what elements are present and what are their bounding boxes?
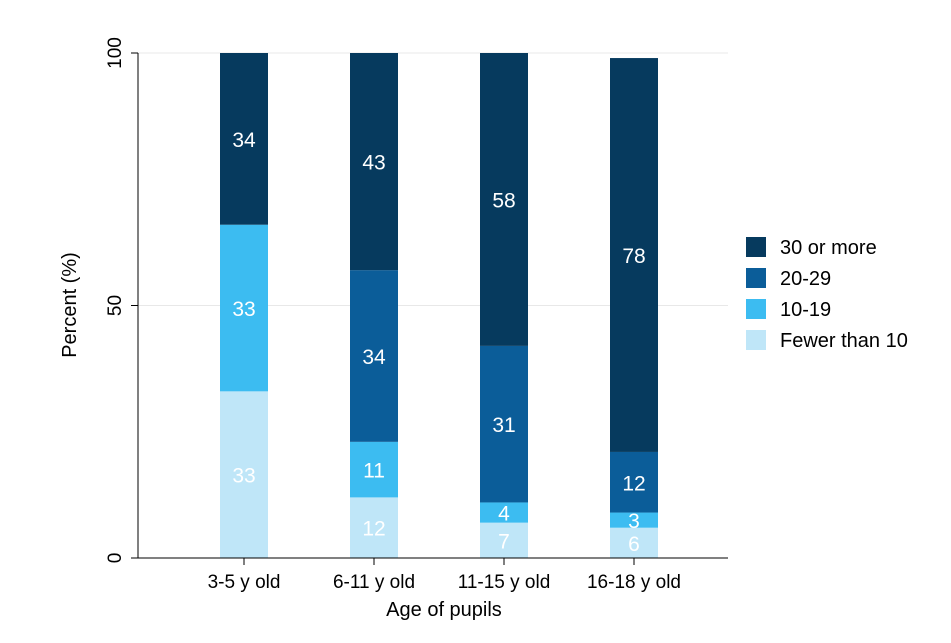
legend-swatch: [746, 268, 766, 288]
y-tick-label: 100: [105, 37, 126, 69]
data-label: 12: [362, 518, 385, 541]
data-label: 34: [362, 346, 386, 369]
legend-label: 20-29: [780, 268, 831, 290]
bar-segment: [610, 512, 658, 528]
bar-segment: [610, 527, 658, 558]
legend-label: 30 or more: [780, 237, 877, 259]
data-label: 3: [628, 510, 640, 533]
data-label: 78: [622, 245, 645, 268]
x-axis-title: Age of pupils: [386, 599, 502, 621]
legend-swatch: [746, 330, 766, 350]
bar-segment: [350, 53, 398, 271]
data-label: 34: [232, 129, 256, 152]
legend-swatch: [746, 299, 766, 319]
x-tick-label: 16-18 y old: [587, 572, 681, 593]
bar-segment: [220, 391, 268, 558]
bar-segment: [480, 53, 528, 346]
bar-segment: [610, 451, 658, 513]
data-label: 33: [232, 298, 255, 321]
y-axis-title: Percent (%): [59, 252, 81, 358]
bar-segment: [220, 224, 268, 392]
x-tick-label: 11-15 y old: [458, 572, 551, 593]
bar-segment: [480, 502, 528, 523]
x-tick-label: 6-11 y old: [333, 572, 415, 593]
data-label: 58: [492, 189, 515, 212]
bars: [220, 53, 658, 558]
data-labels: 33 33 34 12 11 34 43 7 4 31 58 63 12 78: [232, 129, 645, 556]
data-label: 6: [628, 533, 640, 556]
bar-segment: [350, 270, 398, 442]
bar-segment: [610, 58, 658, 452]
bar-segment: [350, 497, 398, 558]
data-label: 7: [498, 530, 510, 553]
y-tick-label: 50: [105, 295, 126, 316]
data-label: 31: [492, 414, 515, 437]
y-tick-label: 0: [105, 553, 126, 564]
bar-segment: [480, 522, 528, 558]
bar-segment: [350, 441, 398, 498]
legend: 30 or more 20-29 10-19 Fewer than 10: [746, 237, 908, 352]
bar-segment: [480, 345, 528, 503]
data-label: 4: [498, 503, 510, 526]
data-label: 33: [232, 465, 255, 488]
bar-segment: [220, 53, 268, 225]
data-label: 11: [363, 460, 385, 483]
data-label: 12: [622, 472, 645, 495]
axes: 0 50 100 3-5 y old 6-11 y old 11-15 y old 16-1…: [105, 37, 728, 593]
legend-label: 10-19: [780, 299, 831, 321]
legend-swatch: [746, 237, 766, 257]
data-label: 43: [362, 152, 385, 175]
x-tick-label: 3-5 y old: [208, 572, 281, 593]
legend-label: Fewer than 10: [780, 330, 908, 352]
